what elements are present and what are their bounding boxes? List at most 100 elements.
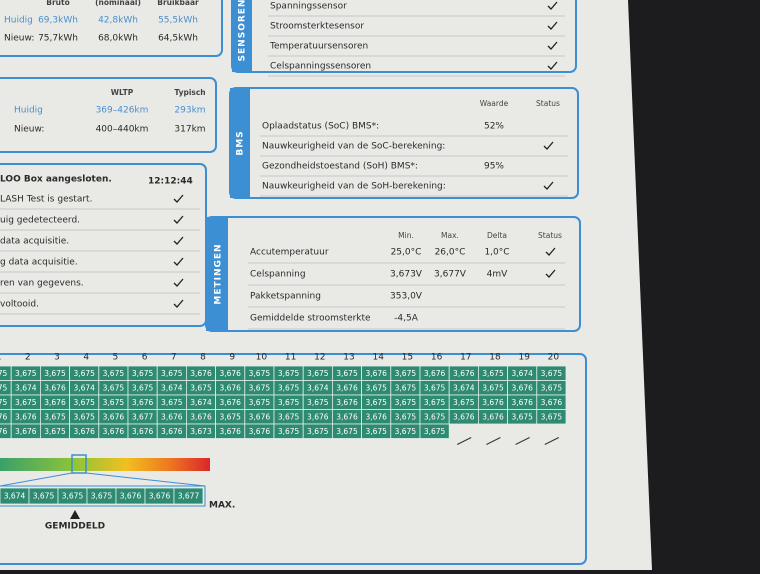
row-label: Gemiddelde stroomsterkte [250,314,371,324]
cell-value: 3,675 [395,398,417,407]
cell-value: 3,676 [103,427,125,436]
log-item: ren van gegevens. [0,279,84,289]
cell-value: 3,675 [161,398,183,407]
cell-value: 3,674 [73,383,95,392]
column-number: 20 [548,353,560,363]
value: 293km [174,106,205,116]
column-number: 7 [171,353,177,363]
cell-value: 3,673 [190,427,212,436]
value: 69,3kWh [38,16,78,26]
column-number: 19 [518,353,530,363]
cell-value: 3,675 [278,383,300,392]
cell-value: 3,676 [132,427,154,436]
cell-value: 3,675 [307,369,329,378]
cell-value: 3,675 [161,369,183,378]
cell-value: 3,675 [132,369,154,378]
cell-value: 3,674 [511,369,533,378]
cell-value: 3,676 [103,412,125,421]
cell-value: 3,675 [33,492,55,501]
value: 317km [174,125,205,135]
column-number: 5 [113,353,119,363]
cell-value: 3,675 [365,398,387,407]
cell-value: 3,676 [453,412,475,421]
cell-value: 3,676 [219,398,241,407]
column-number: 18 [489,353,501,363]
cell-value: 3,675 [541,369,563,378]
check-icon [547,41,558,50]
value: 25,0°C [391,248,422,258]
cell-value: 3,675 [336,427,358,436]
column-number: 2 [25,353,31,363]
cell-value: 3,675 [482,383,504,392]
column-number: 9 [229,353,235,363]
value: -4,5A [394,314,419,324]
cell-value: 3,675 [453,398,475,407]
row-label: Huidig [4,16,33,26]
panel-tab: METINGEN [214,243,224,304]
cell-value: 3,676 [307,412,329,421]
cell-value: 3,675 [424,383,446,392]
column-header: Delta [487,231,507,240]
cell-value: 3,675 [482,369,504,378]
cell-value: 3,676 [541,398,563,407]
empty-cell [486,437,501,445]
log-title: LOO Box aangesloten. [0,175,112,185]
value: 95% [484,162,504,172]
cell-value: 3,674 [161,383,183,392]
sensor-item: Celspanningssensoren [270,62,371,72]
cell-value: 3,676 [0,427,8,436]
column-number: 13 [343,353,354,363]
cell-value: 3,676 [365,412,387,421]
cell-value: 3,675 [219,412,241,421]
row-label: Oplaadstatus (SoC) BMS*: [262,122,379,132]
cell-value: 3,674 [307,383,329,392]
row-label: Pakketspanning [250,292,321,302]
cell-value: 3,675 [278,369,300,378]
cell-value: 3,675 [424,427,446,436]
cell-value: 3,676 [190,412,212,421]
cell-value: 3,675 [278,412,300,421]
value: 3,673V [390,270,423,280]
row-label: Gezondheidstoestand (SoH) BMS*: [262,162,418,172]
cell-value: 3,675 [395,427,417,436]
cell-value: 3,675 [395,383,417,392]
value: 64,5kWh [158,34,198,44]
check-icon [547,1,558,10]
cell-value: 3,676 [149,492,171,501]
log-time: 12:12:44 [148,177,193,187]
row-label: Nauwkeurigheid van de SoC-berekening: [262,142,445,152]
check-icon [545,247,556,256]
cell-value: 3,675 [511,412,533,421]
value: 26,0°C [435,248,466,258]
cell-value: 3,676 [219,369,241,378]
cell-value: 3,675 [62,492,84,501]
cell-value: 3,676 [219,427,241,436]
check-icon [547,21,558,30]
column-number: 6 [142,353,148,363]
column-header: Status [538,231,562,240]
value: 75,7kWh [38,34,78,44]
check-icon [173,194,184,203]
cell-value: 3,675 [73,412,95,421]
column-header: Max. [441,231,459,240]
cell-value: 3,675 [395,412,417,421]
cell-value: 3,676 [0,412,8,421]
check-icon [173,257,184,266]
average-label: GEMIDDELD [45,522,105,532]
cell-value: 3,675 [44,412,66,421]
empty-cell [544,437,560,445]
cell-value: 3,676 [15,412,37,421]
column-number: 4 [83,353,89,363]
cell-value: 3,675 [541,412,563,421]
column-number: 10 [256,353,268,363]
cell-value: 3,676 [336,398,358,407]
check-icon [543,141,554,150]
column-header: Typisch [174,88,205,97]
cell-value: 3,675 [365,427,387,436]
cell-value: 3,675 [365,383,387,392]
column-header: Status [536,99,560,108]
cell-value: 3,674 [15,383,37,392]
value: 52% [484,122,504,132]
cell-value: 3,676 [161,427,183,436]
cell-value: 3,675 [336,369,358,378]
